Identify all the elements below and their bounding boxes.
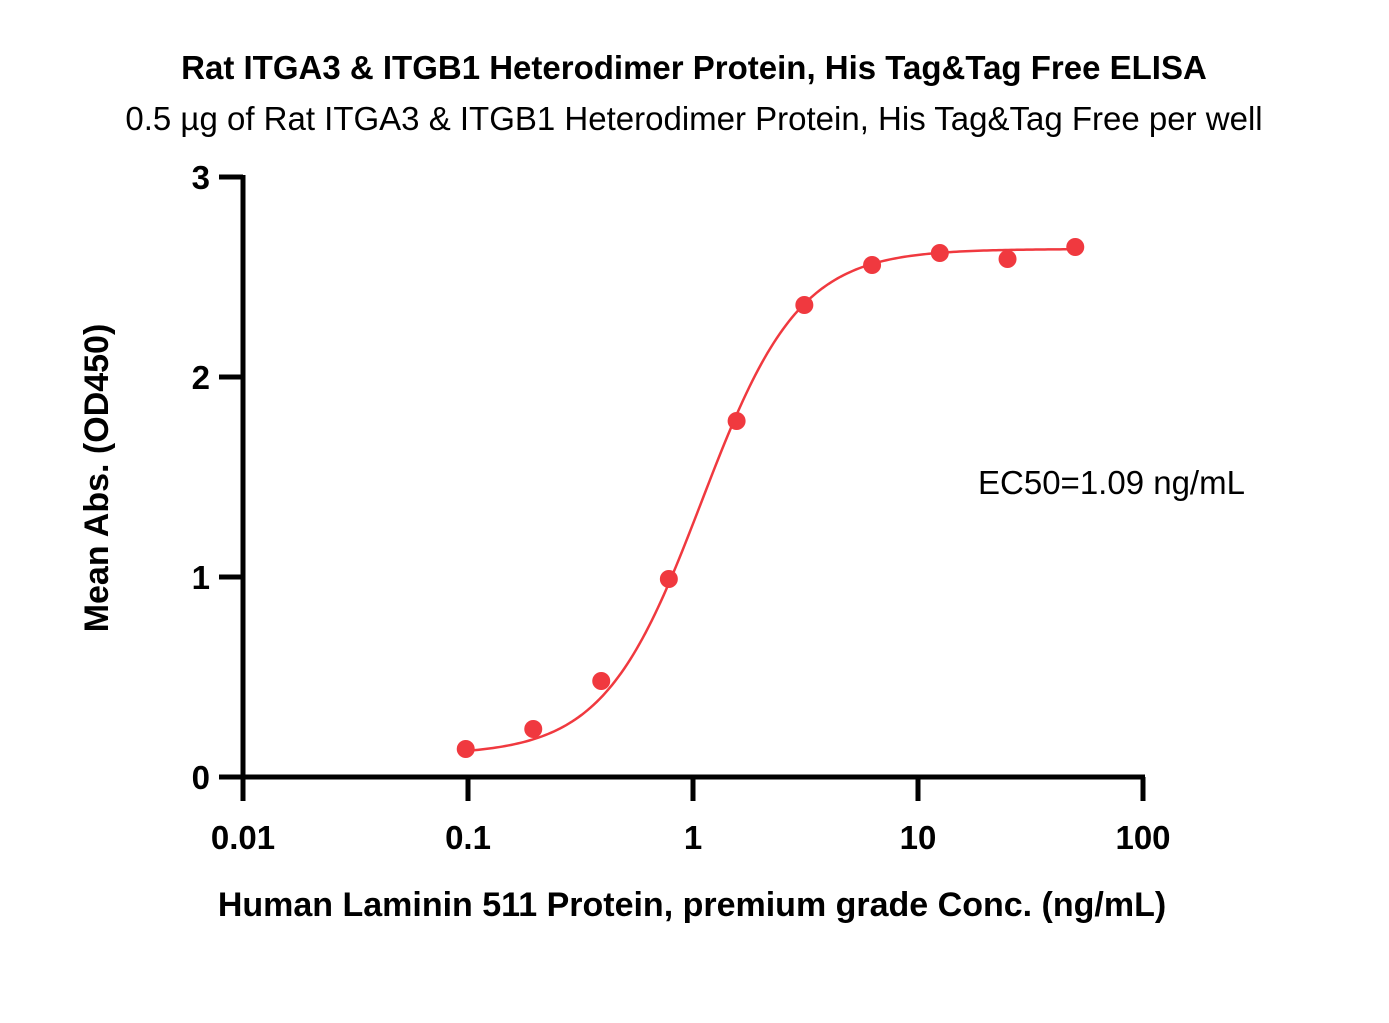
data-point [1066,238,1085,256]
x-tick-label: 1 [684,819,702,856]
x-tick-label: 0.01 [211,819,275,856]
y-tick-label: 3 [192,159,210,196]
x-tick-label: 0.1 [445,819,491,856]
data-point [727,412,746,430]
x-tick-label: 100 [1115,819,1170,856]
data-point [998,250,1017,268]
data-point [863,256,882,274]
chart-subtitle: 0.5 µg of Rat ITGA3 & ITGB1 Heterodimer … [125,100,1262,137]
data-point [795,296,814,314]
x-tick-label: 10 [900,819,937,856]
data-point [659,570,678,588]
y-tick-label: 2 [192,359,210,396]
y-tick-label: 1 [192,559,210,596]
data-point [930,244,949,262]
y-tick-label: 0 [192,759,210,796]
x-axis-label: Human Laminin 511 Protein, premium grade… [218,886,1166,924]
axes: 0 1 2 3 0.01 0.1 1 10 100 [192,159,1171,856]
data-point [456,740,475,758]
data-point [524,720,543,738]
fit-curve-group [465,247,1076,753]
chart-title: Rat ITGA3 & ITGB1 Heterodimer Protein, H… [181,49,1207,86]
fit-curve [465,247,1076,753]
data-point [592,672,611,690]
y-axis-label: Mean Abs. (OD450) [78,324,116,633]
data-points-group [456,238,1085,758]
ec50-annotation: EC50=1.09 ng/mL [978,464,1245,501]
